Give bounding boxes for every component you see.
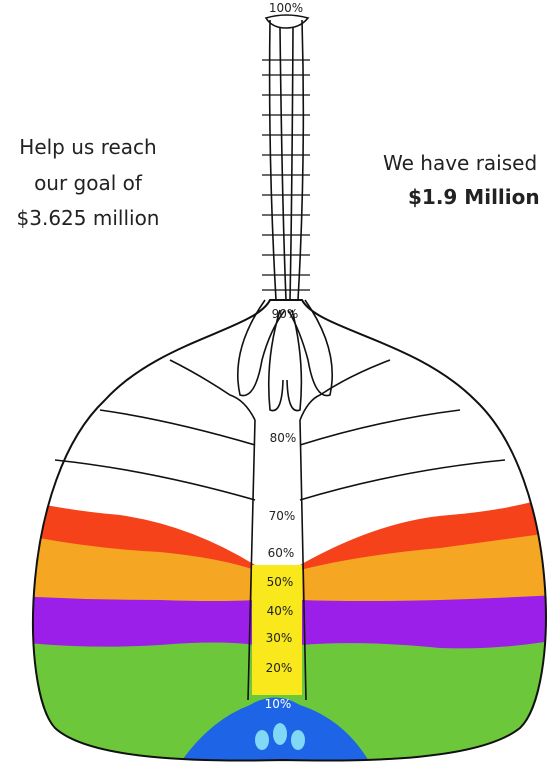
- scale-label: 20%: [266, 661, 293, 675]
- scale-label: 30%: [266, 631, 293, 645]
- page: 100% 90% 80% 70% 60% 50% 40% 30% 20% 10%…: [0, 0, 557, 763]
- scale-label: 50%: [267, 575, 294, 589]
- fill-bands: [0, 420, 557, 763]
- raised-text: We have raised: [383, 151, 537, 175]
- fundraising-illustration: 100% 90% 80% 70% 60% 50% 40% 30% 20% 10%…: [0, 0, 557, 763]
- goal-text: Help us reach: [19, 135, 156, 159]
- goal-text: $3.625 million: [17, 206, 160, 230]
- scale-label: 90%: [272, 307, 299, 321]
- scale-label: 10%: [265, 697, 292, 711]
- goal-text: our goal of: [34, 171, 143, 195]
- scale-label: 60%: [268, 546, 295, 560]
- scale-label: 100%: [269, 1, 303, 15]
- scale-label: 70%: [269, 509, 296, 523]
- scale-label: 80%: [270, 431, 297, 445]
- neck-ticks: [262, 60, 310, 290]
- scale-label: 40%: [267, 604, 294, 618]
- raised-amount: $1.9 Million: [408, 185, 540, 209]
